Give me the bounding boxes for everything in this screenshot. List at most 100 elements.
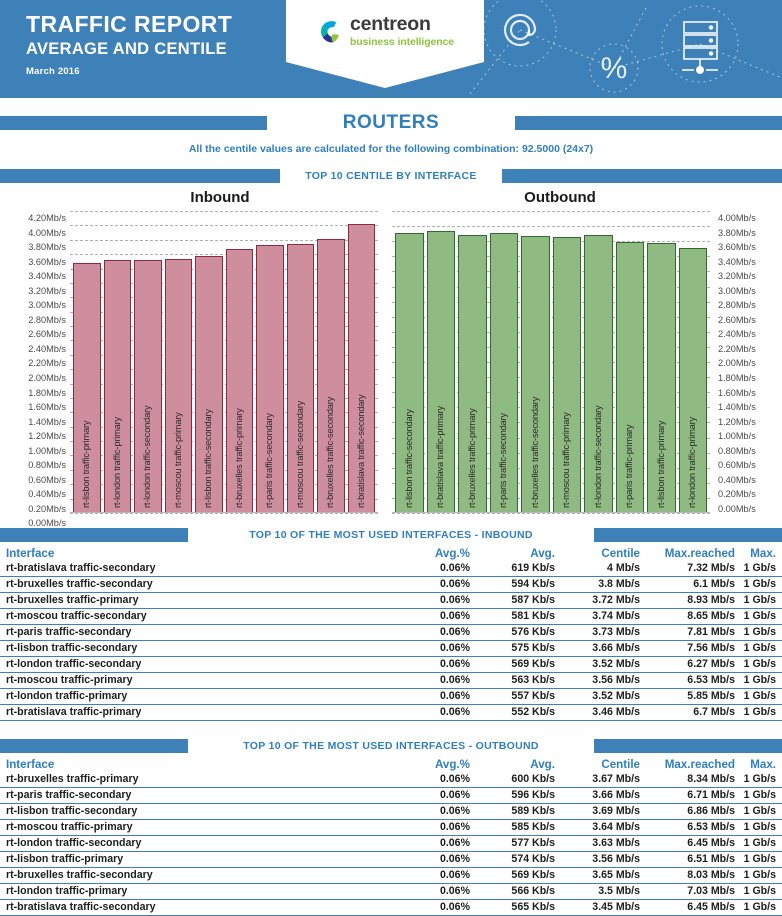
table-row[interactable]: rt-bruxelles traffic-primary 0.06% 600 Kb/…: [0, 772, 782, 788]
outbound-chart-gridline: [392, 362, 710, 363]
table-row[interactable]: rt-bratislava traffic-primary 0.06% 552 Kb…: [0, 704, 782, 721]
cell-max-reached: 6.1 Mb/s: [640, 576, 735, 593]
outbound-axis-tick: 2.40Mb/s: [718, 329, 756, 340]
column-header-centile: Centile: [601, 547, 640, 560]
cell-max-reached: 8.65 Mb/s: [640, 608, 735, 625]
cell-max-reached: 6.27 Mb/s: [640, 656, 735, 673]
inbound-chart-gridline: [70, 441, 378, 443]
inbound-axis-tick: 2.60Mb/s: [28, 329, 66, 340]
cell-interface: rt-moscou traffic-primary: [0, 819, 390, 836]
inbound-axis-tick: 1.00Mb/s: [28, 445, 66, 456]
header-decoration: %: [469, 0, 782, 95]
inbound-table-band-label: TOP 10 OF THE MOST USED INTERFACES - INB…: [249, 529, 533, 541]
outbound-axis-tick: 2.00Mb/s: [718, 358, 756, 369]
cell-max: 1 Gb/s: [735, 803, 782, 820]
cell-centile: 3.8 Mb/s: [555, 576, 640, 593]
inbound-chart-bar: rt-london traffic-secondary: [134, 260, 162, 512]
centreon-logo-icon: [320, 20, 339, 43]
inbound-chart-gridline: [70, 297, 378, 299]
cell-interface: rt-london traffic-primary: [0, 883, 390, 900]
band-bar-left: [0, 169, 280, 183]
table-row[interactable]: rt-moscou traffic-primary 0.06% 563 Kb/s 3.…: [0, 672, 782, 689]
table-header-row: Interface Avg.% Avg. Centile Max.reached…: [0, 546, 782, 561]
outbound-chart-gridline: [392, 301, 710, 303]
table-row[interactable]: rt-lisbon traffic-secondary 0.06% 575 Kb/s…: [0, 640, 782, 657]
cell-max: 1 Gb/s: [735, 704, 782, 721]
inbound-chart-bar: rt-bruxelles traffic-secondary: [317, 238, 345, 512]
inbound-chart-gridline: [70, 469, 378, 471]
section-title: ROUTERS: [342, 112, 440, 133]
outbound-table-block: Interface Avg.% Avg. Centile Max.reached…: [0, 757, 782, 916]
inbound-table: Interface Avg.% Avg. Centile Max.reached…: [0, 546, 782, 721]
band-bar-right: [502, 169, 782, 183]
inbound-chart-gridline: [70, 383, 378, 385]
table-row[interactable]: rt-moscou traffic-secondary 0.06% 581 Kb/s…: [0, 608, 782, 625]
cell-avg-pct: 0.06%: [390, 624, 470, 641]
cell-avg: 594 Kb/s: [470, 576, 555, 593]
table-row[interactable]: rt-bruxelles traffic-secondary 0.06% 594 K…: [0, 576, 782, 593]
cell-max-reached: 7.32 Mb/s: [640, 561, 735, 577]
cell-avg: 581 Kb/s: [470, 608, 555, 625]
table-row[interactable]: rt-bratislava traffic-secondary 0.06% 619 …: [0, 561, 782, 577]
cell-avg: 619 Kb/s: [470, 561, 555, 577]
outbound-chart-gridline: [392, 513, 710, 514]
band-bar-left: [0, 739, 188, 753]
inbound-chart-bar: rt-bratislava traffic-secondary: [347, 224, 375, 512]
table-row[interactable]: rt-london traffic-primary 0.06% 557 Kb/s 3.…: [0, 688, 782, 705]
cell-interface: rt-lisbon traffic-primary: [0, 851, 390, 868]
cell-avg: 577 Kb/s: [470, 835, 555, 852]
cell-max: 1 Gb/s: [735, 576, 782, 593]
outbound-gridlines: [392, 211, 710, 514]
table-row[interactable]: rt-lisbon traffic-secondary 0.06% 589 Kb/s…: [0, 803, 782, 820]
cell-centile: 3.56 Mb/s: [555, 851, 640, 868]
server-rack-icon: [682, 21, 718, 75]
outbound-table-band: TOP 10 OF THE MOST USED INTERFACES - OUT…: [0, 739, 782, 753]
header-title-group: TRAFFIC REPORT AVERAGE AND CENTILE March…: [26, 11, 232, 77]
outbound-chart-gridline: [392, 331, 710, 333]
cell-interface: rt-bratislava traffic-secondary: [0, 899, 390, 916]
column-header-avg: Avg.: [530, 758, 555, 771]
table-row[interactable]: rt-london traffic-primary 0.06% 566 Kb/s 3.…: [0, 883, 782, 900]
outbound-chart-bar: rt-bruxelles traffic-secondary: [521, 236, 550, 512]
cell-interface: rt-london traffic-secondary: [0, 656, 390, 673]
cell-max: 1 Gb/s: [735, 640, 782, 657]
cell-avg-pct: 0.06%: [390, 704, 470, 721]
inbound-axis-tick: 1.60Mb/s: [28, 402, 66, 413]
cell-interface: rt-london traffic-primary: [0, 688, 390, 705]
outbound-chart-gridline: [392, 241, 710, 243]
inbound-chart-gridline: [70, 513, 378, 514]
cell-centile: 3.65 Mb/s: [555, 867, 640, 884]
cell-centile: 3.74 Mb/s: [555, 608, 640, 625]
cell-centile: 3.46 Mb/s: [555, 704, 640, 721]
cell-avg: 575 Kb/s: [470, 640, 555, 657]
table-row[interactable]: rt-london traffic-secondary 0.06% 577 Kb/s…: [0, 835, 782, 852]
cell-max-reached: 6.7 Mb/s: [640, 704, 735, 721]
outbound-chart-gridline: [392, 452, 710, 454]
inbound-chart-bar: rt-paris traffic-secondary: [256, 244, 284, 512]
outbound-axis-tick: 0.20Mb/s: [718, 489, 756, 500]
table-row[interactable]: rt-paris traffic-secondary 0.06% 596 Kb/s 3…: [0, 787, 782, 804]
cell-avg-pct: 0.06%: [390, 672, 470, 689]
outbound-axis-tick: 2.20Mb/s: [718, 343, 756, 354]
at-icon: [504, 13, 537, 47]
table-row[interactable]: rt-moscou traffic-primary 0.06% 585 Kb/s 3.…: [0, 819, 782, 836]
outbound-axis-tick: 1.80Mb/s: [718, 373, 756, 384]
cell-max-reached: 8.03 Mb/s: [640, 867, 735, 884]
table-row[interactable]: rt-london traffic-secondary 0.06% 569 Kb/s…: [0, 656, 782, 673]
band-bar-right: [594, 528, 782, 542]
cell-max-reached: 6.45 Mb/s: [640, 899, 735, 916]
cell-max-reached: 6.71 Mb/s: [640, 787, 735, 804]
cell-centile: 3.67 Mb/s: [555, 772, 640, 788]
report-date: March 2016: [26, 66, 80, 77]
table-row[interactable]: rt-bruxelles traffic-primary 0.06% 587 Kb/…: [0, 592, 782, 609]
table-row[interactable]: rt-bruxelles traffic-secondary 0.06% 569 K…: [0, 867, 782, 884]
outbound-chart-gridline: [392, 407, 710, 409]
table-row[interactable]: rt-lisbon traffic-primary 0.06% 574 Kb/s 3.…: [0, 851, 782, 868]
outbound-chart-bar: rt-moscou traffic-primary: [552, 237, 581, 512]
inbound-chart-bar: rt-moscou traffic-secondary: [286, 243, 314, 512]
cell-avg-pct: 0.06%: [390, 576, 470, 593]
band-bar-left: [0, 116, 267, 130]
outbound-chart-bar: rt-london traffic-primary: [678, 247, 707, 512]
table-row[interactable]: rt-bratislava traffic-secondary 0.06% 565 …: [0, 899, 782, 916]
table-row[interactable]: rt-paris traffic-secondary 0.06% 576 Kb/s 3…: [0, 624, 782, 641]
